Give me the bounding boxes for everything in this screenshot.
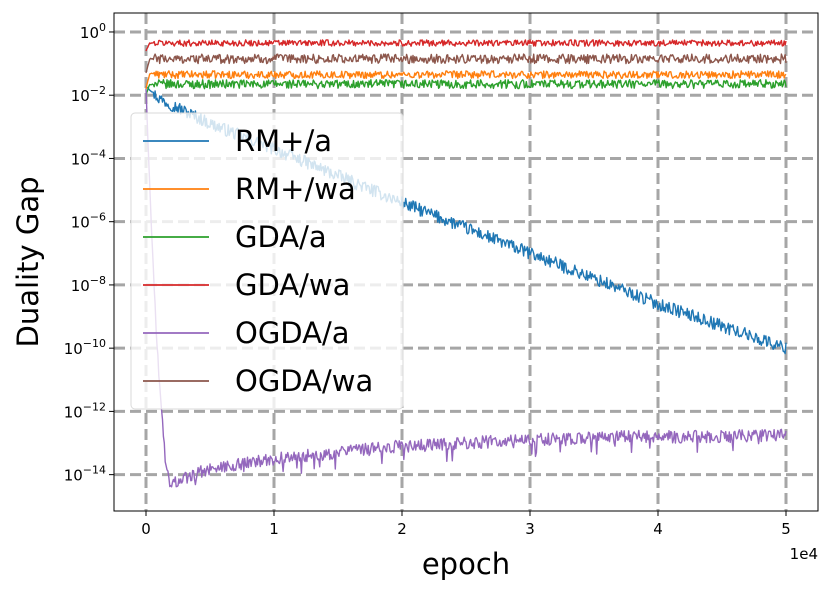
y-tick-label: 10−14: [64, 464, 106, 485]
y-tick-exponent: −4: [90, 147, 106, 160]
x-tick-label: 1: [269, 520, 279, 538]
series-line: [145, 78, 787, 96]
y-axis-title: Duality Gap: [11, 177, 45, 348]
legend-label: OGDA/wa: [235, 364, 373, 398]
y-tick-label: 10−8: [71, 274, 106, 295]
y-tick-base: 10: [71, 277, 90, 295]
y-tick-base: 10: [64, 403, 83, 421]
y-tick-label: 10−12: [64, 400, 106, 421]
y-tick-exponent: −12: [83, 400, 106, 413]
x-tick-label: 0: [141, 520, 151, 538]
y-tick-label: 10−6: [71, 211, 106, 232]
y-tick-label: 10−2: [71, 84, 106, 105]
y-tick-label: 100: [80, 21, 106, 42]
y-tick-base: 10: [71, 214, 90, 232]
x-axis-offset-label: 1e4: [790, 545, 818, 563]
series-line: [145, 88, 787, 488]
y-tick-exponent: −14: [83, 464, 106, 477]
x-tick-label: 5: [781, 520, 791, 538]
legend-box: [130, 112, 404, 410]
x-tick-label: 4: [653, 520, 663, 538]
legend-label: OGDA/a: [235, 316, 350, 350]
y-tick-base: 10: [64, 467, 83, 485]
y-tick-label: 10−4: [71, 147, 106, 168]
legend-label: RM+/wa: [235, 172, 356, 206]
y-tick-exponent: −6: [90, 211, 106, 224]
series-line: [145, 70, 787, 90]
plot-lines: [145, 39, 787, 488]
y-tick-base: 10: [80, 24, 99, 42]
x-tick-label: 2: [397, 520, 407, 538]
y-tick-base: 10: [71, 87, 90, 105]
x-tick-label: 3: [525, 520, 535, 538]
legend-label: GDA/a: [235, 220, 327, 254]
legend: RM+/a RM+/wa GDA/a GDA/wa OGDA/a OGDA/wa: [130, 112, 404, 410]
legend-label: RM+/a: [235, 124, 332, 158]
series-line: [145, 53, 787, 74]
y-tick-base: 10: [71, 150, 90, 168]
y-tick-base: 10: [64, 340, 83, 358]
series-line: [145, 39, 787, 52]
x-axis-title: epoch: [422, 547, 510, 581]
y-tick-exponent: 0: [99, 21, 106, 34]
y-tick-exponent: −10: [83, 337, 106, 350]
y-tick-exponent: −2: [90, 84, 106, 97]
plot-frame: [113, 12, 819, 512]
y-tick-exponent: −8: [90, 274, 106, 287]
legend-label: GDA/wa: [235, 268, 350, 302]
y-tick-label: 10−10: [64, 337, 106, 358]
